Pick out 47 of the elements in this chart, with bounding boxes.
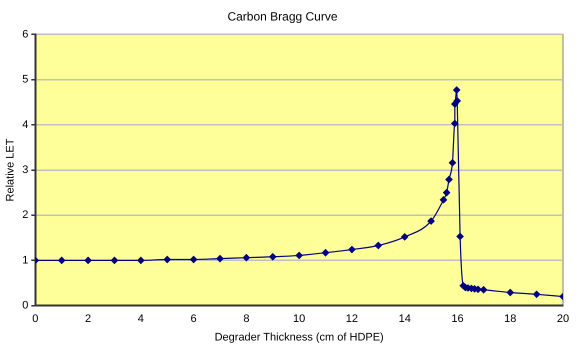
point bbox=[190, 256, 198, 264]
point bbox=[242, 254, 250, 262]
x-axis-title: Degrader Thickness (cm of HDPE) bbox=[214, 331, 384, 344]
x-tick-label: 12 bbox=[346, 313, 358, 326]
point bbox=[445, 176, 453, 184]
point bbox=[164, 256, 171, 264]
point bbox=[451, 120, 458, 128]
point bbox=[440, 196, 448, 204]
x-tick-label: 10 bbox=[293, 313, 306, 326]
y-tick-label: 6 bbox=[22, 28, 28, 40]
point bbox=[296, 252, 303, 260]
point bbox=[533, 290, 540, 298]
x-tick-label: 4 bbox=[138, 313, 144, 326]
chart-title: Carbon Bragg Curve bbox=[227, 10, 338, 24]
point bbox=[456, 232, 464, 240]
y-tick-label: 4 bbox=[22, 118, 28, 131]
y-tick-label: 1 bbox=[22, 254, 28, 266]
point bbox=[216, 254, 224, 262]
y-axis-title: Relative LET bbox=[4, 138, 17, 202]
x-tick-label: 8 bbox=[243, 313, 250, 326]
y-tick-label: 2 bbox=[22, 209, 28, 222]
point bbox=[401, 233, 408, 240]
point bbox=[448, 159, 456, 166]
point bbox=[58, 256, 66, 264]
y-tick-label: 3 bbox=[22, 164, 28, 176]
point bbox=[374, 242, 382, 250]
y-tick-label: 5 bbox=[22, 74, 28, 86]
point bbox=[427, 217, 435, 225]
point bbox=[269, 253, 276, 260]
x-tick-label: 0 bbox=[32, 313, 38, 326]
x-tick-label: 2 bbox=[85, 313, 92, 326]
x-tick-label: 20 bbox=[556, 313, 570, 326]
point bbox=[348, 246, 356, 254]
point bbox=[506, 288, 514, 296]
x-tick-label: 16 bbox=[451, 313, 464, 326]
point bbox=[453, 86, 460, 94]
x-tick-label: 18 bbox=[504, 313, 516, 326]
point bbox=[443, 189, 450, 196]
point bbox=[84, 256, 92, 264]
x-tick-label: 6 bbox=[190, 313, 197, 326]
point bbox=[322, 249, 330, 256]
point bbox=[110, 256, 118, 264]
x-tick-label: 14 bbox=[398, 313, 411, 326]
y-tick-label: 0 bbox=[22, 300, 28, 312]
point bbox=[454, 97, 461, 104]
point bbox=[137, 256, 144, 264]
point bbox=[480, 286, 488, 294]
